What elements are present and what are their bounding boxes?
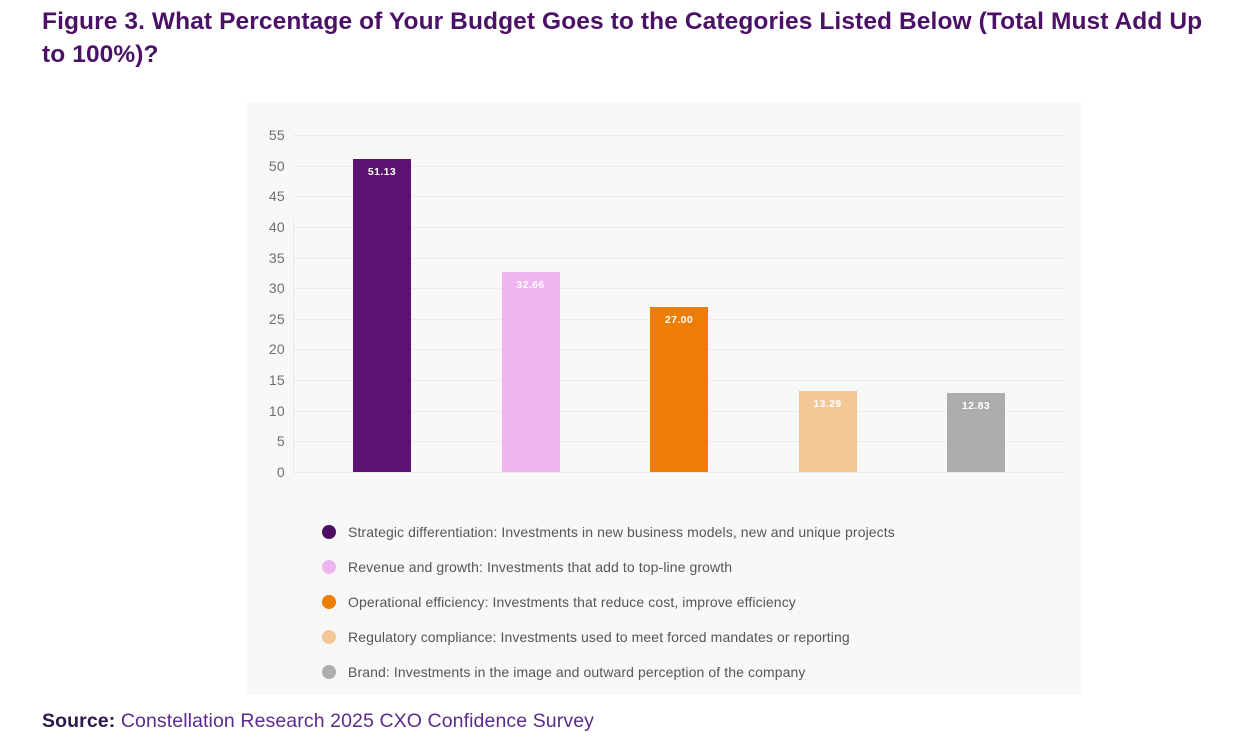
y-tick-label: 40 bbox=[268, 218, 285, 235]
bar-brand: 12.83 bbox=[947, 393, 1005, 472]
bar-strategic-differentiation: 51.13 bbox=[353, 158, 411, 472]
legend-item: Regulatory compliance: Investments used … bbox=[322, 619, 895, 654]
figure-title: Figure 3. What Percentage of Your Budget… bbox=[42, 8, 1203, 68]
y-tick-label: 30 bbox=[268, 280, 285, 297]
legend-item: Brand: Investments in the image and outw… bbox=[322, 654, 895, 689]
bar-value-label: 27.00 bbox=[664, 313, 694, 326]
y-tick-label: 0 bbox=[276, 464, 285, 480]
legend-label: Operational efficiency: Investments that… bbox=[348, 593, 796, 610]
legend-dot-icon bbox=[322, 664, 336, 679]
legend-item: Strategic differentiation: Investments i… bbox=[322, 514, 895, 549]
legend-label: Revenue and growth: Investments that add… bbox=[348, 558, 733, 575]
gridline bbox=[293, 196, 1066, 198]
y-tick-label: 5 bbox=[276, 433, 285, 450]
gridline bbox=[293, 226, 1066, 228]
source-text: Constellation Research 2025 CXO Confiden… bbox=[115, 710, 594, 732]
legend: Strategic differentiation: Investments i… bbox=[322, 514, 895, 689]
y-tick-label: 20 bbox=[268, 341, 285, 358]
legend-label: Regulatory compliance: Investments used … bbox=[348, 628, 850, 645]
gridline bbox=[293, 135, 1066, 136]
bar-value-label: 51.13 bbox=[367, 165, 397, 178]
legend-dot-icon bbox=[322, 559, 336, 574]
y-tick-label: 45 bbox=[268, 188, 285, 205]
y-tick-label: 55 bbox=[268, 127, 285, 143]
gridline bbox=[293, 288, 1066, 290]
gridline bbox=[293, 472, 1066, 473]
gridline bbox=[293, 165, 1066, 167]
legend-item: Revenue and growth: Investments that add… bbox=[322, 549, 895, 584]
legend-item: Operational efficiency: Investments that… bbox=[322, 584, 895, 619]
chart-panel: 0 5 10 15 20 25 30 35 40 45 50 55 51.13 32.66 27.00 13.… bbox=[247, 102, 1081, 695]
gridline bbox=[293, 257, 1066, 259]
bar-value-label: 13.29 bbox=[813, 397, 842, 410]
source-label: Source: bbox=[42, 710, 116, 732]
source-line: Source: Constellation Research 2025 CXO … bbox=[42, 710, 594, 733]
legend-label: Brand: Investments in the image and outw… bbox=[348, 663, 806, 680]
bar-revenue-and-growth: 32.66 bbox=[501, 271, 560, 472]
y-tick-label: 35 bbox=[268, 249, 285, 266]
legend-dot-icon bbox=[322, 594, 336, 609]
y-tick-label: 15 bbox=[268, 372, 285, 389]
y-tick-label: 10 bbox=[268, 402, 285, 419]
y-tick-label: 50 bbox=[268, 157, 285, 174]
bar-operational-efficiency: 27.00 bbox=[650, 306, 708, 472]
bar-value-label: 12.83 bbox=[961, 400, 991, 413]
legend-label: Strategic differentiation: Investments i… bbox=[348, 523, 895, 540]
y-tick-label: 25 bbox=[268, 310, 285, 327]
legend-dot-icon bbox=[322, 629, 336, 644]
y-axis-line bbox=[293, 220, 294, 473]
legend-dot-icon bbox=[322, 524, 336, 539]
bar-regulatory-compliance: 13.29 bbox=[798, 390, 857, 472]
bar-value-label: 32.66 bbox=[516, 278, 545, 291]
